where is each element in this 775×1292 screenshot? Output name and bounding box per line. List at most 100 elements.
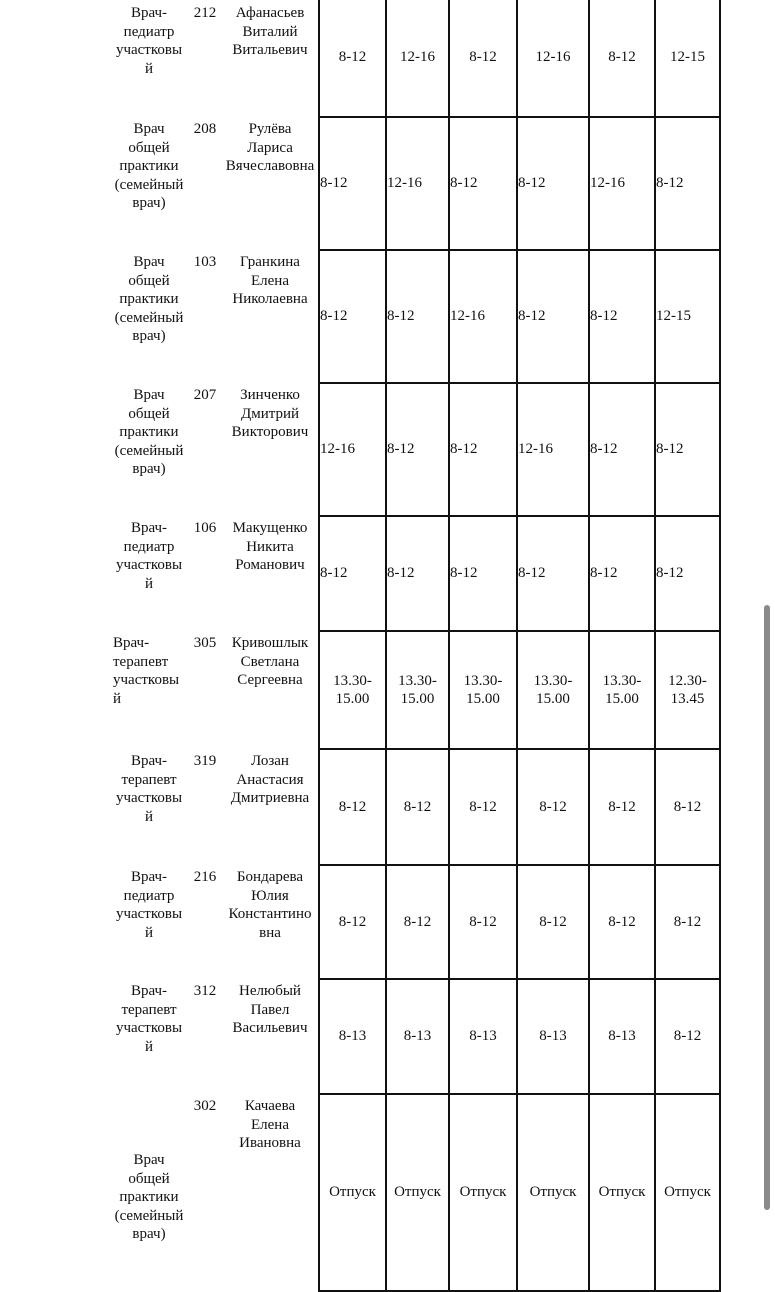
schedule-cell: 8-12 xyxy=(654,382,721,517)
position-text: Врач- терапевт участковы й xyxy=(113,635,180,707)
schedule-cell: Отпуск xyxy=(448,1093,518,1292)
schedule-hours: 8-12 xyxy=(656,565,684,582)
schedule-hours: 8-12 xyxy=(338,913,367,930)
schedule-cell: 13.30- 15.00 xyxy=(448,630,518,750)
schedule-hours: 8-12 xyxy=(450,565,478,582)
schedule-hours: 8-12 xyxy=(320,175,348,192)
table-row: Врач- педиатр участковы й 216 Бондарева Юл… xyxy=(0,864,775,980)
room-number: 106 xyxy=(193,520,217,536)
schedule-cell: 8-13 xyxy=(588,978,656,1095)
schedule-cell: 12.30- 13.45 xyxy=(654,630,721,750)
schedule-hours: 12-15 xyxy=(670,48,705,65)
schedule-hours: Отпуск xyxy=(664,1184,711,1201)
schedule-hours: 8-12 xyxy=(320,308,348,325)
schedule-cell: 8-12 xyxy=(654,116,721,251)
schedule-cell: 12-16 xyxy=(516,0,590,118)
schedule-cell: 8-12 xyxy=(654,864,721,980)
schedule-cell: 8-12 xyxy=(654,515,721,632)
room-number: 212 xyxy=(193,5,217,21)
schedule-hours: Отпуск xyxy=(329,1184,376,1201)
schedule-hours: 8-12 xyxy=(518,565,546,582)
doctor-name: Зинченко Дмитрий Викторович xyxy=(231,387,309,440)
schedule-cell: 8-12 xyxy=(385,748,450,866)
schedule-cell: 8-13 xyxy=(516,978,590,1095)
schedule-cell: 8-12 xyxy=(588,0,656,118)
schedule-hours: 8-13 xyxy=(338,1028,367,1045)
room-number: 302 xyxy=(193,1098,217,1114)
schedule-hours: 8-13 xyxy=(469,1028,497,1045)
table-row: Врач- терапевт участковы й 319 Лозан Анаст… xyxy=(0,748,775,866)
schedule-hours: 8-12 xyxy=(673,1028,702,1045)
schedule-hours: Отпуск xyxy=(529,1184,577,1201)
schedule-cell: 8-12 xyxy=(588,515,656,632)
schedule-cell: 8-13 xyxy=(385,978,450,1095)
schedule-hours: 13.30- 15.00 xyxy=(398,672,437,708)
schedule-cell: 8-12 xyxy=(448,864,518,980)
schedule-hours: Отпуск xyxy=(394,1184,441,1201)
schedule-cell: 8-12 xyxy=(448,748,518,866)
table-row: Врач- педиатр участковы й 106 Макущенко Ни… xyxy=(0,515,775,632)
schedule-hours: 8-12 xyxy=(338,798,367,815)
schedule-cell: 8-12 xyxy=(448,515,518,632)
room-number: 207 xyxy=(193,387,217,403)
doctor-name: Рулёва Лариса Вячеславовна xyxy=(225,121,315,174)
schedule-hours: 8-12 xyxy=(518,175,546,192)
schedule-hours: 8-12 xyxy=(539,913,567,930)
schedule-hours: 8-12 xyxy=(403,913,432,930)
doctor-name: Афанасьев Виталий Витальевич xyxy=(232,5,308,58)
scrollbar[interactable] xyxy=(764,605,770,1210)
schedule-cell: Отпуск xyxy=(516,1093,590,1292)
schedule-hours: 8-12 xyxy=(338,48,367,65)
schedule-cell: 8-12 xyxy=(318,864,387,980)
schedule-hours: 8-13 xyxy=(403,1028,432,1045)
schedule-hours: 8-12 xyxy=(387,441,415,458)
table-row: Врач общей практики (семейный врач) 103 Гр… xyxy=(0,249,775,384)
schedule-cell: 8-12 xyxy=(318,249,387,384)
schedule-hours: 8-12 xyxy=(469,48,497,65)
schedule-cell: 8-12 xyxy=(448,0,518,118)
position-text: Врач- педиатр участковы й xyxy=(115,5,183,77)
room-number: 312 xyxy=(193,983,217,999)
schedule-hours: 8-12 xyxy=(608,48,636,65)
schedule-hours: 8-12 xyxy=(673,798,702,815)
position-text: Врач- терапевт участковы й xyxy=(115,983,183,1055)
schedule-cell: 8-12 xyxy=(318,515,387,632)
schedule-hours: 8-13 xyxy=(539,1028,567,1045)
schedule-hours: 8-12 xyxy=(590,565,618,582)
schedule-cell: 12-15 xyxy=(654,249,721,384)
schedule-hours: 8-12 xyxy=(387,308,415,325)
schedule-cell: Отпуск xyxy=(385,1093,450,1292)
position-text: Врач общей практики (семейный врач) xyxy=(114,1152,184,1242)
schedule-cell: 8-12 xyxy=(318,748,387,866)
schedule-cell: 13.30- 15.00 xyxy=(516,630,590,750)
schedule-cell: 8-12 xyxy=(516,116,590,251)
schedule-hours: 13.30- 15.00 xyxy=(533,672,573,708)
position-text: Врач- педиатр участковы й xyxy=(115,520,183,592)
schedule-cell: 13.30- 15.00 xyxy=(318,630,387,750)
schedule-cell: 8-12 xyxy=(654,978,721,1095)
schedule-cell: 8-12 xyxy=(516,748,590,866)
doctor-name: Качаева Елена Ивановна xyxy=(239,1098,301,1151)
room-number: 216 xyxy=(193,869,217,885)
doctor-name: Макущенко Никита Романович xyxy=(232,520,308,573)
schedule-cell: 12-16 xyxy=(516,382,590,517)
schedule-cell: Отпуск xyxy=(318,1093,387,1292)
schedule-cell: 8-12 xyxy=(448,382,518,517)
schedule-cell: 8-12 xyxy=(516,249,590,384)
schedule-hours: 12-15 xyxy=(656,308,691,325)
position-text: Врач общей практики (семейный врач) xyxy=(114,254,184,344)
schedule-cell: 8-12 xyxy=(588,864,656,980)
schedule-cell: 12-16 xyxy=(385,0,450,118)
schedule-cell: 8-12 xyxy=(654,748,721,866)
schedule-cell: 13.30- 15.00 xyxy=(385,630,450,750)
schedule-cell: 12-16 xyxy=(448,249,518,384)
schedule-hours: 8-12 xyxy=(539,798,567,815)
schedule-hours: 8-12 xyxy=(656,441,684,458)
position-text: Врач- педиатр участковы й xyxy=(115,869,183,941)
table-row: Врач- терапевт участковы й 312 Нелюбый Пав… xyxy=(0,978,775,1095)
schedule-hours: 8-12 xyxy=(590,441,618,458)
schedule-hours: 8-12 xyxy=(469,798,497,815)
schedule-hours: 8-12 xyxy=(469,913,497,930)
room-number: 103 xyxy=(193,254,217,270)
schedule-cell: 8-12 xyxy=(516,515,590,632)
